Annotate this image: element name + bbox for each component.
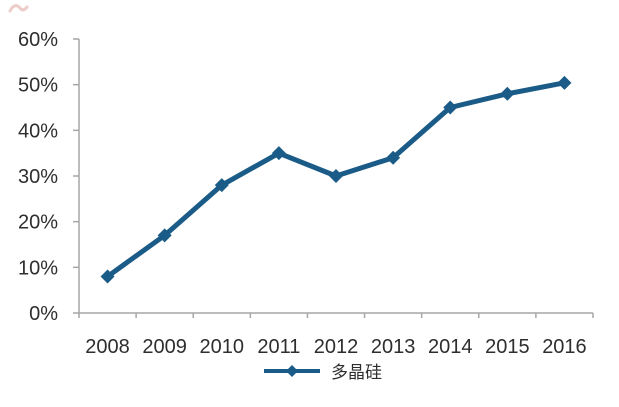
y-tick-label: 20% bbox=[18, 212, 58, 234]
data-point-marker bbox=[443, 100, 458, 115]
data-point-marker bbox=[157, 228, 172, 243]
x-tick-label: 2010 bbox=[200, 336, 245, 358]
red-artifact-mark bbox=[8, 4, 29, 13]
legend-label: 多晶硅 bbox=[331, 363, 382, 382]
data-point-marker bbox=[271, 146, 286, 161]
x-tick-label: 2013 bbox=[371, 336, 416, 358]
x-tick-label: 2009 bbox=[142, 336, 187, 358]
x-tick-label: 2008 bbox=[85, 336, 130, 358]
red-artifact-stroke bbox=[8, 4, 29, 13]
x-tick-label: 2012 bbox=[314, 336, 359, 358]
y-tick-label: 40% bbox=[18, 120, 58, 142]
data-point-marker bbox=[500, 86, 515, 101]
x-tick-label: 2011 bbox=[257, 336, 300, 358]
data-point-marker bbox=[386, 150, 401, 165]
y-tick-label: 10% bbox=[18, 257, 58, 279]
y-tick-label: 0% bbox=[29, 303, 58, 325]
y-tick-label: 50% bbox=[18, 75, 58, 97]
data-point-marker bbox=[100, 269, 115, 284]
x-tick-label: 2015 bbox=[485, 336, 530, 358]
x-tick-label: 2014 bbox=[428, 336, 473, 358]
x-tick-label: 2016 bbox=[542, 336, 587, 358]
legend-marker-icon bbox=[286, 365, 298, 377]
data-point-marker bbox=[329, 169, 343, 183]
y-tick-label: 60% bbox=[18, 29, 58, 51]
y-tick-label: 30% bbox=[18, 166, 58, 188]
data-point-marker bbox=[557, 75, 572, 90]
data-point-marker bbox=[214, 178, 229, 193]
